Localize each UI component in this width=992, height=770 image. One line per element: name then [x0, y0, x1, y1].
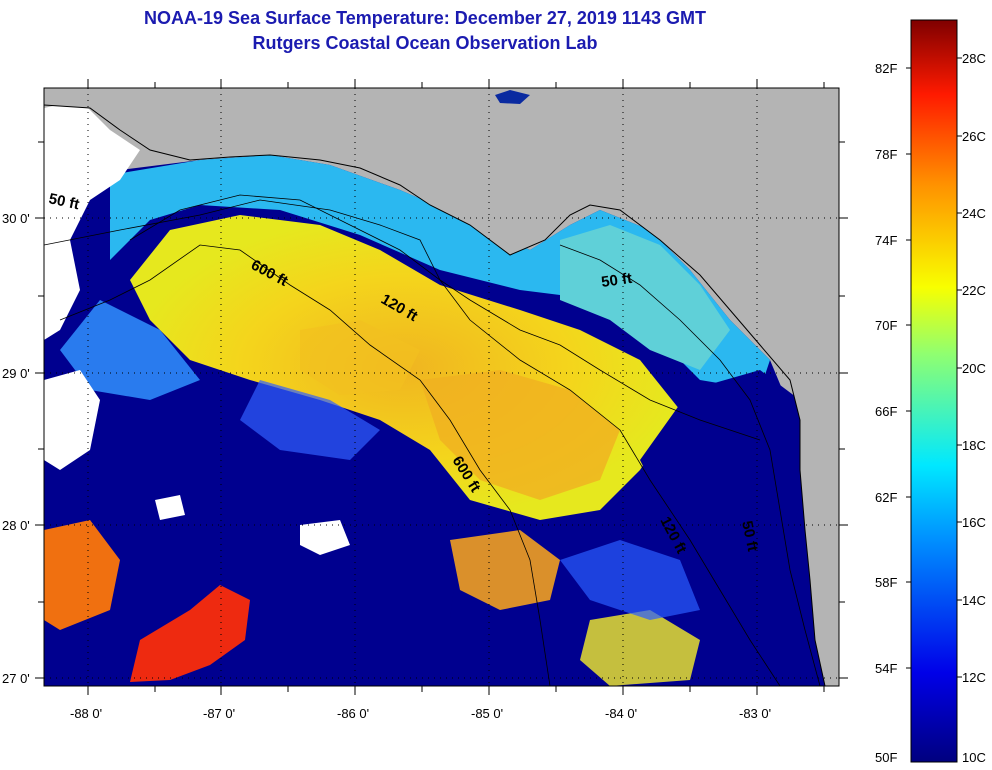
colorbar-f-label: 74F: [875, 233, 897, 248]
lon-label: -83 0': [739, 706, 771, 721]
lat-label: 30 0': [2, 211, 30, 226]
lon-label: -84 0': [605, 706, 637, 721]
coastline: [44, 104, 826, 686]
colorbar-c-label: 22C: [962, 283, 986, 298]
contour-120ft: [129, 194, 781, 686]
colorbar-c-label: 12C: [962, 670, 986, 685]
cloud-cover: [44, 100, 140, 340]
colorbar-c-label: 26C: [962, 129, 986, 144]
colorbar-c-label: 14C: [962, 593, 986, 608]
colorbar-f-label: 58F: [875, 575, 897, 590]
colorbar-f-label: 66F: [875, 404, 897, 419]
lat-label: 29 0': [2, 366, 30, 381]
colorbar-f-label: 78F: [875, 147, 897, 162]
lat-label: 28 0': [2, 518, 30, 533]
graticule: [44, 88, 839, 686]
colorbar: [910, 19, 958, 763]
colorbar-c-labels: 28C 26C 24C 22C 20C 18C 16C 14C 12C 10C: [962, 51, 986, 765]
colorbar-f-label: 70F: [875, 318, 897, 333]
map-title: NOAA-19 Sea Surface Temperature: Decembe…: [144, 8, 706, 28]
contour-50ft-east: [559, 244, 821, 686]
colorbar-c-label: 28C: [962, 51, 986, 66]
hot-spot: [130, 585, 250, 682]
map-frame: [43, 87, 840, 687]
colorbar-c-label: 20C: [962, 361, 986, 376]
lon-label: -86 0': [337, 706, 369, 721]
map-subtitle: Rutgers Coastal Ocean Observation Lab: [252, 33, 598, 53]
colorbar-f-labels: 82F 78F 74F 70F 66F 62F 58F 54F 50F: [875, 61, 897, 765]
colorbar-ticks: [906, 57, 962, 678]
lon-label: -88 0': [70, 706, 102, 721]
colorbar-c-label: 18C: [962, 438, 986, 453]
longitude-labels: -88 0' -87 0' -86 0' -85 0' -84 0' -83 0…: [70, 706, 771, 721]
colorbar-c-label: 24C: [962, 206, 986, 221]
colorbar-c-label: 10C: [962, 750, 986, 765]
colorbar-f-label: 50F: [875, 750, 897, 765]
colorbar-c-label: 16C: [962, 515, 986, 530]
colorbar-f-label: 82F: [875, 61, 897, 76]
contour-label: 50 ft: [600, 270, 633, 291]
land-overlay: [44, 88, 839, 686]
latitude-labels: 30 0' 29 0' 28 0' 27 0': [2, 211, 30, 686]
axis-ticks: [35, 79, 848, 695]
contour-label: 50 ft: [738, 519, 761, 553]
colorbar-f-label: 54F: [875, 661, 897, 676]
lon-label: -85 0': [471, 706, 503, 721]
map-image: 50 ft 600 ft 120 ft 50 ft 600 ft 120 ft …: [44, 88, 839, 686]
coastal-cool-band: [110, 155, 770, 390]
contour-600ft: [59, 244, 551, 686]
lat-label: 27 0': [2, 671, 30, 686]
lon-label: -87 0': [203, 706, 235, 721]
contour-label: 50 ft: [47, 190, 81, 213]
colorbar-f-label: 62F: [875, 490, 897, 505]
